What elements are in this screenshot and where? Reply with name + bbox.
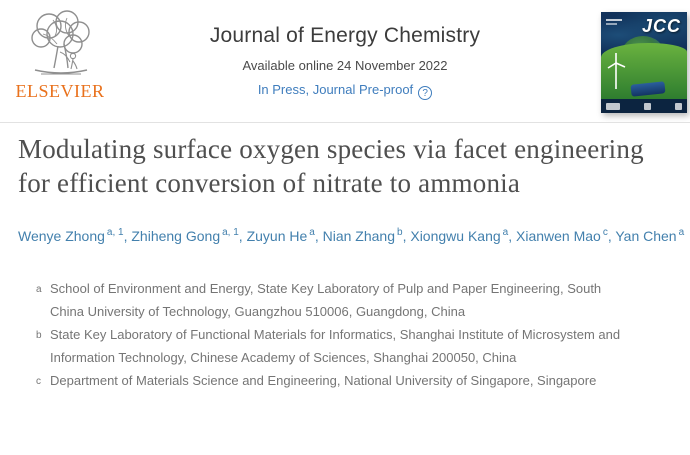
author-affiliation-sup: a, 1 [106, 227, 124, 238]
author-list: Wenye Zhong a, 1, Zhiheng Gong a, 1, Zuyun… [18, 220, 684, 249]
author-affiliation-sup: a [309, 227, 315, 238]
author-link[interactable]: Wenye Zhong a, 1 [18, 227, 124, 244]
affiliation-list: a School of Environment and Energy, State… [36, 277, 636, 393]
affiliation-item: b State Key Laboratory of Functional Mate… [36, 323, 636, 369]
affiliation-label: b [36, 329, 42, 341]
affiliation-label: a [36, 283, 42, 295]
journal-title-link[interactable]: Journal of Energy Chemistry [209, 24, 481, 47]
cover-jcc-label: JCC [641, 16, 681, 36]
article-title: Modulating surface oxygen species via fa… [18, 134, 644, 198]
elsevier-logo[interactable]: ELSEVIER [10, 8, 110, 102]
author-affiliation-sup: c [602, 227, 608, 238]
affiliation-item: c Department of Materials Science and Eng… [36, 369, 636, 393]
cover-footer-logo [606, 102, 620, 110]
wind-turbine-icon [607, 53, 626, 89]
author-link[interactable]: , Zuyun He a [238, 227, 315, 244]
author-affiliation-sup: b [397, 227, 403, 238]
affiliation-item: a School of Environment and Energy, State… [36, 277, 636, 323]
author-link[interactable]: , Zhiheng Gong a, 1 [123, 227, 239, 244]
author-affiliation-sup: a, 1 [222, 227, 239, 238]
help-icon[interactable]: ? [418, 86, 433, 100]
affiliation-text: School of Environment and Energy, State … [50, 280, 602, 319]
author-affiliation-sup: a [502, 227, 509, 238]
article-block: Modulating surface oxygen species via fa… [18, 132, 684, 393]
author-link[interactable]: , Xianwen Mao c [508, 227, 608, 244]
header-divider [0, 122, 690, 123]
author-link[interactable]: , Yan Chen a [607, 227, 685, 244]
available-online-date: Available online 24 November 2022 [242, 58, 448, 73]
in-press-row: In Press, Journal Pre-proof? [0, 82, 690, 100]
journal-cover-thumbnail[interactable]: JCC [601, 12, 687, 113]
cover-art-footer [601, 99, 687, 113]
affiliation-text: State Key Laboratory of Functional Mater… [50, 326, 621, 365]
cover-footer-qr [675, 102, 682, 110]
author-link[interactable]: , Xiongwu Kang a [402, 227, 509, 244]
page-header: ELSEVIER Journal of Energy Chemistry Ava… [0, 0, 690, 122]
elsevier-wordmark: ELSEVIER [15, 81, 105, 101]
cover-art-smalltext2 [606, 23, 617, 25]
cover-footer-badge [644, 102, 651, 110]
author-link[interactable]: , Nian Zhang b [314, 227, 403, 244]
author-affiliation-sup: a [678, 227, 685, 238]
affiliation-label: c [36, 375, 41, 387]
affiliation-text: Department of Materials Science and Engi… [50, 372, 597, 388]
cover-art-smalltext [606, 19, 622, 21]
elsevier-tree-icon [31, 10, 90, 75]
in-press-link[interactable]: In Press, Journal Pre-proof [257, 82, 414, 97]
journal-header-block: Journal of Energy Chemistry Available on… [0, 24, 690, 100]
